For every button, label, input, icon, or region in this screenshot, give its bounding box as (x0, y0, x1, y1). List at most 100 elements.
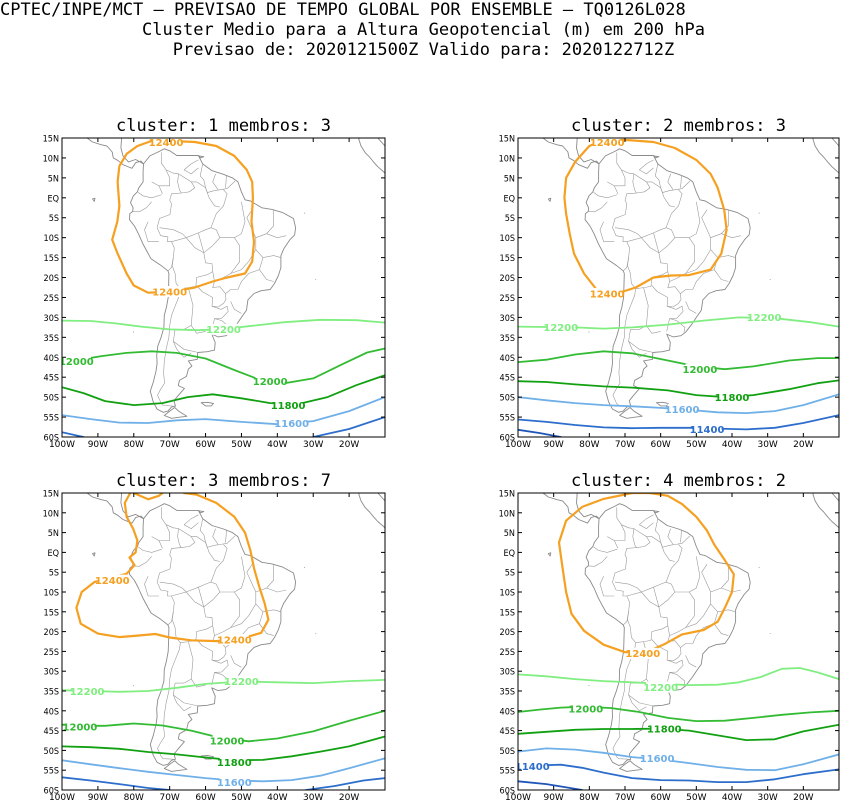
political-border (653, 232, 660, 253)
political-border (654, 163, 691, 193)
contour-12400 (75, 493, 270, 643)
header-line-1: CPTEC/INPE/MCT — PREVISAO DE TEMPO GLOBA… (0, 0, 686, 20)
political-border (666, 659, 684, 686)
political-border (616, 507, 637, 570)
contour-12400 (563, 138, 728, 296)
political-border (178, 173, 196, 194)
political-border (612, 568, 630, 626)
lat-label: 5N (48, 529, 59, 539)
coastline-caribbean (576, 138, 600, 165)
lon-label: 60W (195, 440, 215, 450)
contour-11400 (305, 777, 385, 790)
political-border (667, 528, 674, 545)
lat-label: 35S (44, 688, 59, 698)
lat-label: 30S (44, 668, 59, 678)
political-border (593, 546, 618, 553)
contour-label-bg (646, 681, 676, 693)
coastline-south-america (584, 503, 751, 766)
contour-label: 11800 (217, 758, 252, 769)
political-border (628, 341, 654, 353)
political-border (132, 556, 152, 567)
map-content: 12400 12400 12200 12200 12000 12000 11800 11600 (62, 493, 385, 790)
contour-label: 12200 (543, 323, 578, 334)
contour-label-bg (155, 285, 185, 297)
political-border (210, 189, 228, 228)
political-border (255, 603, 281, 613)
contour-11600 (518, 747, 839, 772)
political-border (198, 232, 205, 253)
island (653, 155, 660, 159)
political-border (639, 522, 654, 529)
contour-label: 12000 (568, 705, 603, 716)
political-border (171, 591, 214, 643)
contour-12000 (518, 705, 839, 722)
political-border (685, 655, 697, 668)
contour-label-bg (571, 703, 601, 715)
contour-label-bg (685, 363, 715, 375)
contour-12000 (62, 709, 385, 743)
lat-label: 50S (44, 394, 59, 404)
political-border (646, 536, 661, 543)
political-border (614, 227, 642, 238)
lat-label: 20S (500, 628, 515, 638)
lon-label: 50W (231, 440, 251, 450)
political-border (651, 271, 682, 308)
political-border (156, 568, 175, 626)
political-border (196, 271, 227, 308)
political-border (205, 542, 220, 562)
political-border (627, 611, 636, 643)
coastline-central-america (541, 493, 600, 524)
lat-label: 25S (44, 294, 59, 304)
lon-label: 40W (267, 793, 287, 803)
map-panel-1: cluster: 1 membros: 3 12400 12400 12200 1200… (43, 116, 386, 450)
political-border (701, 209, 711, 262)
contour-label-bg (592, 138, 622, 148)
contour-label: 12400 (590, 289, 625, 300)
island (653, 510, 660, 514)
political-border (205, 187, 220, 208)
political-border (225, 529, 227, 543)
lon-label: 50W (686, 440, 706, 450)
political-border (214, 615, 249, 636)
political-border (588, 556, 608, 567)
coastline-africa (812, 493, 839, 529)
header-line-2: Cluster Medio para a Altura Geopotencial… (142, 20, 705, 40)
coastline-caribbean (120, 493, 144, 520)
lat-label: 15N (43, 490, 59, 500)
lon-label: 90W (543, 440, 563, 450)
political-border (144, 221, 159, 242)
lat-label: 25S (500, 294, 515, 304)
lon-label: 20W (793, 793, 813, 803)
contour-label-bg (518, 760, 547, 772)
political-border (225, 175, 227, 188)
political-border (641, 581, 676, 593)
political-border (183, 167, 199, 175)
political-border (175, 678, 192, 684)
political-border (203, 599, 213, 608)
lat-label: 10N (499, 154, 515, 164)
political-border (156, 214, 175, 272)
coastline-south-america (584, 148, 751, 413)
lat-label: 10N (499, 509, 515, 519)
political-border (255, 249, 281, 258)
coastline-central-america (541, 138, 600, 169)
contour-label-bg (219, 756, 249, 768)
contour-label-bg (642, 752, 672, 764)
map-frame (517, 137, 840, 438)
contour-label-bg (62, 355, 91, 367)
political-border (701, 564, 711, 616)
contour-label: 12000 (253, 377, 288, 388)
lon-label: 80W (124, 440, 144, 450)
political-border (159, 581, 187, 593)
lat-label: 50S (500, 394, 515, 404)
contour-label-bg (546, 321, 576, 333)
contour-label: 12400 (625, 649, 660, 660)
political-border (633, 173, 651, 194)
political-border (157, 288, 181, 407)
contour-12000 (62, 347, 385, 385)
lat-label: 10S (500, 589, 515, 599)
political-border (658, 245, 668, 254)
political-border (172, 329, 192, 358)
political-border (212, 173, 219, 190)
island (198, 155, 205, 159)
